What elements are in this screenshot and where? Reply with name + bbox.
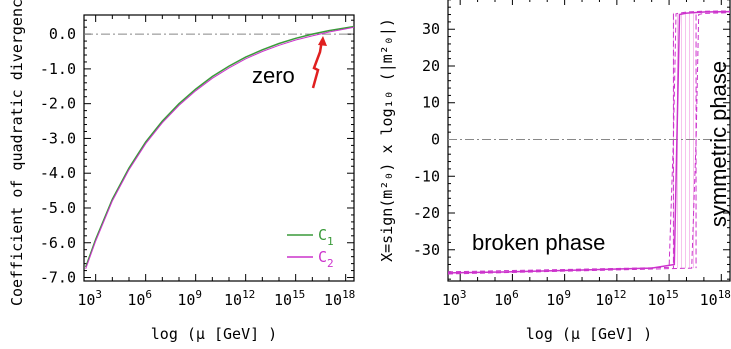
right-y-tick-labels: -30 -20 -10 0 10 20 30 xyxy=(413,20,440,259)
x-tick-label: 1012 xyxy=(595,288,626,309)
zero-annotation: zero xyxy=(252,63,295,88)
x-tick-label: 1015 xyxy=(274,288,305,309)
y-tick-label: -4.0 xyxy=(40,164,76,182)
x-tick-label: 109 xyxy=(177,288,202,309)
y-tick-label: -1.0 xyxy=(40,60,76,78)
y-tick-label: -30 xyxy=(413,241,440,259)
x-tick-label: 103 xyxy=(77,288,102,309)
series-line-x xyxy=(447,10,731,274)
left-y-axis-label: Coefficient of quadratic divergence xyxy=(8,0,26,306)
left-ticks xyxy=(84,15,354,281)
left-y-tick-labels: -7.0 -6.0 -5.0 -4.0 -3.0 -2.0 -1.0 0.0 xyxy=(40,25,76,286)
x-tick-label: 1012 xyxy=(224,288,255,309)
left-x-axis-label: log (μ [GeV] ) xyxy=(151,325,277,343)
legend-label-c2: C2 xyxy=(318,248,334,270)
x-tick-label: 103 xyxy=(442,288,467,309)
right-series xyxy=(447,10,731,275)
y-tick-label: 10 xyxy=(422,94,440,112)
broken-phase-label: broken phase xyxy=(472,230,605,255)
x-tick-label: 106 xyxy=(494,288,519,309)
left-plot-frame xyxy=(83,14,355,282)
y-tick-label: 0.0 xyxy=(49,25,76,43)
right-y-axis-label: X=sign(m²₀) x log₁₀ (|m²₀|) xyxy=(378,18,396,262)
legend-label-c1: C1 xyxy=(318,226,334,248)
series-line-x-lower xyxy=(447,12,731,275)
y-tick-label: -5.0 xyxy=(40,199,76,217)
zero-arrowhead-icon xyxy=(318,36,327,46)
series-line-c1 xyxy=(84,25,355,268)
x-tick-label: 109 xyxy=(546,288,571,309)
series-line-c2 xyxy=(85,26,355,269)
x-tick-label: 1018 xyxy=(700,288,731,309)
symmetric-phase-label: symmetric phase xyxy=(706,61,731,227)
y-tick-label: -6.0 xyxy=(40,234,76,252)
left-series xyxy=(84,25,355,269)
x-tick-label: 1018 xyxy=(324,288,355,309)
y-tick-label: 0 xyxy=(431,131,440,149)
y-tick-label: 30 xyxy=(422,20,440,38)
y-tick-label: -20 xyxy=(413,204,440,222)
right-panel: -30 -20 -10 0 10 20 30 103 106 109 1012 1015 1018 X… xyxy=(378,0,731,343)
left-legend: C1 C2 xyxy=(287,226,334,270)
zero-arrow-icon xyxy=(311,39,324,89)
left-panel: -7.0-6.0-5.0-4.0-3.0-2.0-1.00.0 103 106 10… xyxy=(8,0,355,343)
right-x-tick-labels: 103 106 109 1012 1015 1018 xyxy=(442,288,731,309)
y-tick-label: -7.0 xyxy=(40,269,76,287)
right-x-axis-label: log (μ [GeV] ) xyxy=(526,325,652,343)
left-x-tick-labels: 103 106 109 1012 1015 1018 xyxy=(77,288,355,309)
y-tick-label: -2.0 xyxy=(40,95,76,113)
x-tick-label: 1015 xyxy=(647,288,678,309)
y-tick-label: 20 xyxy=(422,57,440,75)
right-ticks xyxy=(448,0,730,281)
y-tick-label: -3.0 xyxy=(40,129,76,147)
y-tick-label: -10 xyxy=(413,167,440,185)
series-line-x-upper xyxy=(447,10,731,273)
x-tick-label: 106 xyxy=(127,288,152,309)
